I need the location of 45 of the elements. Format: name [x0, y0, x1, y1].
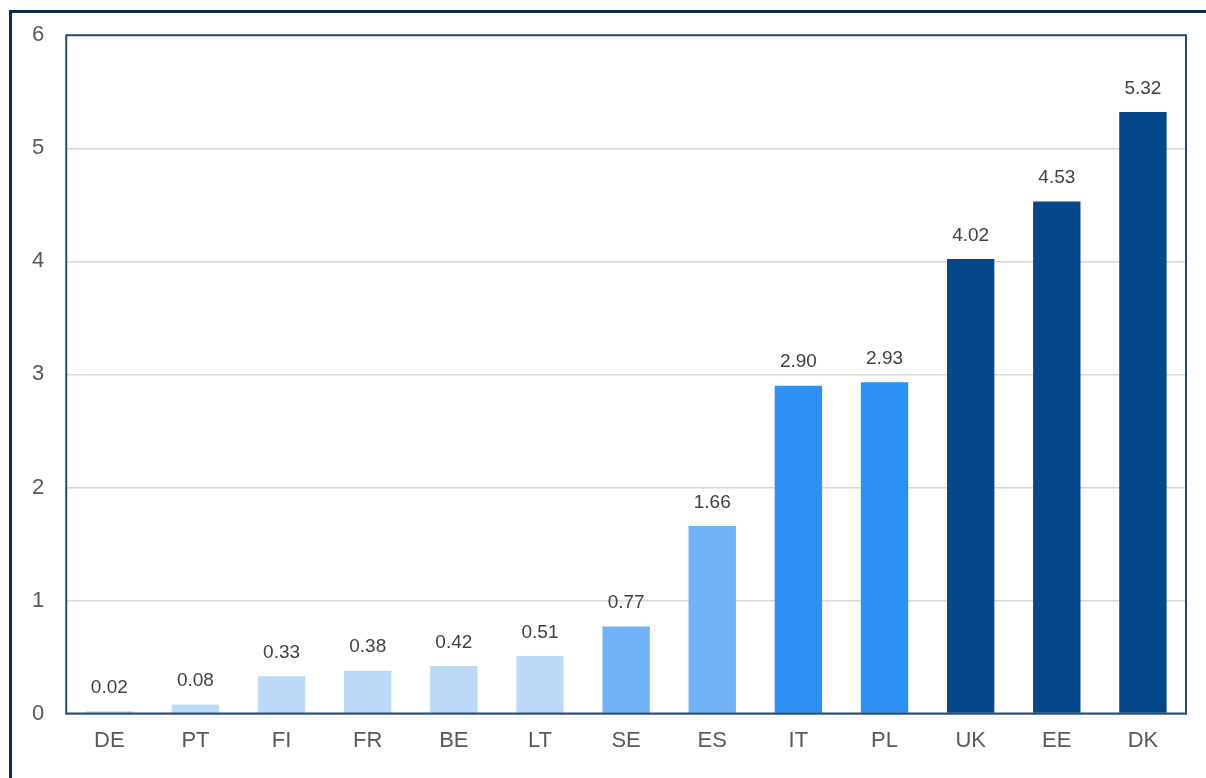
y-tick-label: 6: [31, 21, 45, 47]
data-label: 0.51: [521, 620, 559, 642]
x-tick-label: LT: [527, 726, 553, 752]
data-label: 0.33: [263, 641, 301, 663]
y-tick-label: 4: [31, 247, 45, 273]
x-tick-label: DE: [94, 726, 125, 752]
bar: [516, 655, 564, 713]
x-tick-label: PL: [871, 726, 898, 752]
bar: [1119, 112, 1167, 713]
bar: [430, 666, 478, 713]
data-label: 2.93: [866, 347, 904, 369]
data-label: 0.08: [176, 669, 214, 691]
x-tick-label: FI: [271, 726, 292, 752]
bar: [344, 670, 392, 713]
data-label: 0.38: [349, 635, 387, 657]
x-tick-label: DK: [1127, 726, 1159, 752]
x-tick-label: ES: [697, 726, 727, 752]
data-label: 4.53: [1038, 166, 1076, 188]
y-tick-label: 1: [31, 586, 45, 612]
x-tick-label: EE: [1042, 726, 1072, 752]
y-tick-label: 5: [31, 134, 45, 160]
data-label: 0.77: [607, 591, 645, 613]
bar: [602, 626, 650, 713]
bar: [774, 385, 823, 713]
x-tick-label: UK: [955, 726, 987, 752]
bar: [946, 259, 995, 713]
y-tick-label: 3: [31, 360, 45, 386]
data-label: 2.90: [779, 350, 817, 372]
x-tick-label: SE: [611, 726, 641, 752]
x-tick-label: PT: [181, 726, 210, 752]
x-tick-label: FR: [353, 726, 383, 752]
x-tick-label: BE: [439, 726, 469, 752]
data-label: 0.02: [90, 676, 128, 698]
bar: [171, 704, 220, 713]
bar: [1033, 201, 1081, 713]
data-label: 0.42: [435, 630, 473, 652]
data-label: 5.32: [1124, 76, 1162, 98]
x-tick-label: IT: [788, 726, 809, 752]
y-tick-label: 0: [31, 699, 45, 725]
y-tick-label: 2: [31, 473, 45, 499]
bar: [688, 525, 736, 713]
bar: [257, 676, 306, 713]
bar: [860, 382, 909, 713]
data-label: 1.66: [693, 490, 731, 512]
data-label: 4.02: [952, 223, 990, 245]
